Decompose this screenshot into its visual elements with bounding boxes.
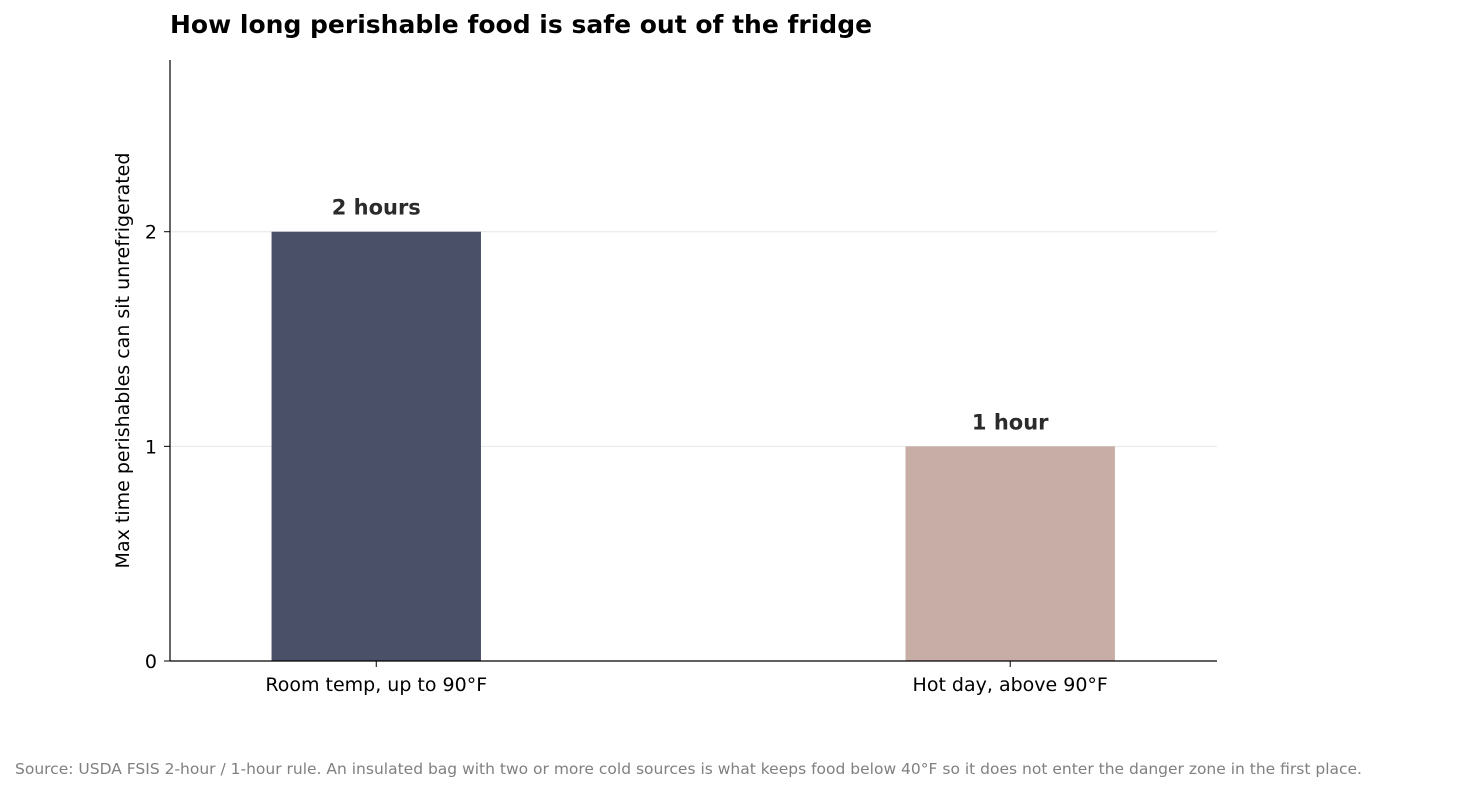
x-tick-label: Room temp, up to 90°F — [265, 674, 487, 696]
x-ticks: Room temp, up to 90°F Hot day, above 90°F — [265, 661, 1108, 696]
data-labels: 2 hours 1 hour — [332, 196, 1049, 435]
y-tick-label: 0 — [145, 651, 157, 673]
y-ticks: 0 1 2 — [145, 222, 170, 673]
bars — [271, 231, 1115, 661]
bar-1 — [271, 231, 481, 661]
chart-title: How long perishable food is safe out of … — [170, 10, 873, 39]
y-axis-label: Max time perishables can sit unrefrigera… — [112, 153, 134, 569]
axes — [169, 60, 1217, 662]
x-tick-label: Hot day, above 90°F — [913, 674, 1108, 696]
y-tick-label: 1 — [145, 436, 157, 458]
source-note: Source: USDA FSIS 2-hour / 1-hour rule. … — [15, 760, 1362, 778]
bar-value-label: 1 hour — [972, 410, 1049, 434]
bar-2 — [905, 446, 1115, 661]
bar-value-label: 2 hours — [332, 196, 421, 220]
y-tick-label: 2 — [145, 222, 157, 244]
